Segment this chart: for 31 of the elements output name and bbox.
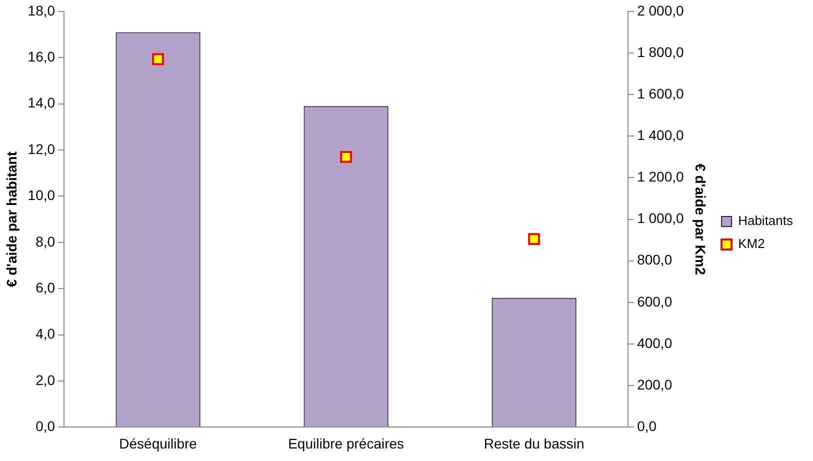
y-tick-label: 4,0 bbox=[36, 326, 56, 342]
y2-tick-label: 600,0 bbox=[637, 293, 672, 310]
legend-label: KM2 bbox=[738, 236, 765, 252]
y2-tick-label: 1 800,0 bbox=[637, 44, 684, 60]
y2-tick-label: 400,0 bbox=[637, 334, 672, 351]
y-tick-label: 0,0 bbox=[36, 418, 56, 434]
y-tick-label: 18,0 bbox=[28, 2, 56, 18]
y-tick-label: 8,0 bbox=[36, 233, 56, 250]
point bbox=[340, 150, 352, 163]
y-tick-label: 12,0 bbox=[28, 140, 56, 157]
y2-tick-label: 2 000,0 bbox=[637, 2, 684, 18]
y2-tick-label: 1 600,0 bbox=[637, 85, 684, 102]
y2-tick-label: 1 200,0 bbox=[637, 168, 684, 185]
y2-axis-title: € d'aide par Km2 bbox=[692, 164, 708, 276]
x-tick-label: Déséquilibre bbox=[119, 435, 198, 452]
y2-tick-label: 800,0 bbox=[637, 252, 672, 268]
y-tick-label: 6,0 bbox=[36, 279, 56, 296]
y2-tick-label: 1 000,0 bbox=[637, 210, 684, 226]
y-tick-label: 2,0 bbox=[36, 372, 56, 388]
x-tick-label: Equilibre précaires bbox=[288, 435, 404, 452]
y-tick-label: 16,0 bbox=[28, 48, 56, 64]
point bbox=[528, 233, 540, 245]
y2-tick-label: 1 400,0 bbox=[637, 127, 684, 143]
x-tick-label: Reste du bassin bbox=[484, 435, 584, 452]
y-tick-label: 10,0 bbox=[28, 187, 56, 204]
point bbox=[152, 53, 164, 66]
y-tick-label: 14,0 bbox=[28, 94, 56, 111]
y2-tick-label: 0,0 bbox=[637, 418, 657, 434]
legend-label: Habitants bbox=[738, 213, 794, 228]
y-axis-title: € d'aide par habitant bbox=[3, 151, 20, 288]
y2-tick-label: 200,0 bbox=[637, 376, 672, 392]
